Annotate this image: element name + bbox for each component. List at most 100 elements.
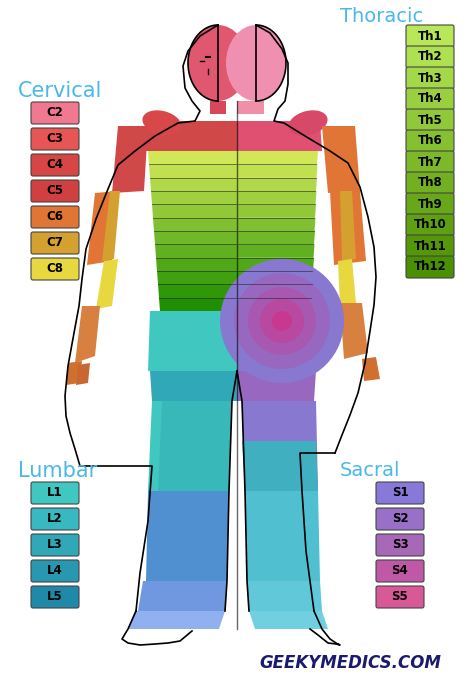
Text: C3: C3	[46, 133, 64, 146]
Polygon shape	[102, 191, 120, 261]
Polygon shape	[151, 191, 237, 204]
Polygon shape	[210, 101, 226, 114]
Polygon shape	[237, 164, 318, 178]
Text: Th9: Th9	[418, 197, 442, 210]
FancyBboxPatch shape	[31, 232, 79, 254]
FancyBboxPatch shape	[31, 206, 79, 228]
Polygon shape	[249, 611, 328, 629]
Text: L1: L1	[47, 486, 63, 499]
Polygon shape	[150, 178, 237, 191]
Circle shape	[260, 299, 304, 343]
Polygon shape	[157, 271, 237, 285]
FancyBboxPatch shape	[406, 214, 454, 236]
Polygon shape	[75, 306, 100, 363]
Polygon shape	[148, 151, 237, 164]
Polygon shape	[66, 361, 82, 385]
FancyBboxPatch shape	[406, 46, 454, 68]
FancyBboxPatch shape	[406, 256, 454, 278]
FancyBboxPatch shape	[31, 180, 79, 202]
Polygon shape	[96, 259, 118, 309]
Polygon shape	[322, 126, 360, 193]
Text: S3: S3	[392, 539, 408, 552]
Text: C2: C2	[46, 106, 64, 119]
Ellipse shape	[226, 25, 286, 101]
Ellipse shape	[142, 110, 182, 136]
Polygon shape	[237, 371, 316, 401]
Polygon shape	[237, 244, 315, 257]
FancyBboxPatch shape	[406, 172, 454, 194]
Text: Th7: Th7	[418, 155, 442, 168]
Text: C8: C8	[46, 262, 64, 276]
Circle shape	[234, 273, 330, 369]
Polygon shape	[158, 285, 237, 298]
Text: Th10: Th10	[414, 219, 447, 232]
Text: Th2: Th2	[418, 50, 442, 63]
Polygon shape	[138, 581, 227, 611]
Polygon shape	[76, 363, 90, 385]
Text: Th11: Th11	[414, 240, 447, 253]
FancyBboxPatch shape	[406, 88, 454, 110]
Polygon shape	[237, 191, 317, 204]
Polygon shape	[128, 611, 225, 629]
Text: GEEKYMEDICS.COM: GEEKYMEDICS.COM	[259, 654, 441, 672]
Text: L2: L2	[47, 513, 63, 526]
FancyBboxPatch shape	[376, 508, 424, 530]
Text: S1: S1	[392, 486, 408, 499]
FancyBboxPatch shape	[31, 534, 79, 556]
FancyBboxPatch shape	[406, 151, 454, 173]
Text: Th3: Th3	[418, 72, 442, 84]
Polygon shape	[237, 204, 316, 218]
Polygon shape	[237, 121, 322, 151]
Text: S5: S5	[392, 590, 409, 603]
FancyBboxPatch shape	[376, 560, 424, 582]
Polygon shape	[362, 357, 380, 381]
Polygon shape	[150, 371, 237, 401]
FancyBboxPatch shape	[376, 586, 424, 608]
FancyBboxPatch shape	[31, 154, 79, 176]
Text: Th6: Th6	[418, 135, 442, 148]
Polygon shape	[237, 101, 264, 114]
Text: L4: L4	[47, 565, 63, 577]
Text: Sacral: Sacral	[340, 462, 401, 481]
FancyBboxPatch shape	[31, 482, 79, 504]
Polygon shape	[148, 311, 237, 371]
Polygon shape	[148, 401, 232, 491]
Text: L5: L5	[47, 590, 63, 603]
Polygon shape	[87, 191, 118, 265]
Polygon shape	[152, 204, 237, 218]
Text: Cervical: Cervical	[18, 81, 102, 101]
Text: Th1: Th1	[418, 29, 442, 42]
FancyBboxPatch shape	[406, 235, 454, 257]
FancyBboxPatch shape	[376, 534, 424, 556]
Polygon shape	[149, 164, 237, 178]
Text: Th5: Th5	[418, 114, 442, 127]
Polygon shape	[237, 178, 317, 191]
Text: Th4: Th4	[418, 93, 442, 106]
Text: S2: S2	[392, 513, 408, 526]
FancyBboxPatch shape	[31, 560, 79, 582]
Circle shape	[272, 311, 292, 331]
FancyBboxPatch shape	[406, 193, 454, 215]
Polygon shape	[340, 191, 356, 261]
Polygon shape	[154, 231, 237, 244]
Polygon shape	[155, 244, 237, 257]
Polygon shape	[145, 121, 237, 151]
Circle shape	[220, 259, 344, 383]
Polygon shape	[156, 257, 237, 271]
Polygon shape	[112, 126, 148, 193]
Text: S4: S4	[392, 565, 409, 577]
FancyBboxPatch shape	[31, 508, 79, 530]
FancyBboxPatch shape	[406, 67, 454, 89]
Text: C6: C6	[46, 210, 64, 223]
Polygon shape	[146, 491, 229, 581]
Polygon shape	[237, 257, 314, 271]
Polygon shape	[338, 259, 356, 307]
Text: C4: C4	[46, 159, 64, 172]
FancyBboxPatch shape	[31, 102, 79, 124]
Polygon shape	[242, 401, 318, 491]
Polygon shape	[245, 491, 320, 581]
Text: C5: C5	[46, 185, 64, 197]
Polygon shape	[158, 401, 232, 491]
Polygon shape	[159, 298, 237, 311]
Text: Lumbar: Lumbar	[18, 461, 97, 481]
